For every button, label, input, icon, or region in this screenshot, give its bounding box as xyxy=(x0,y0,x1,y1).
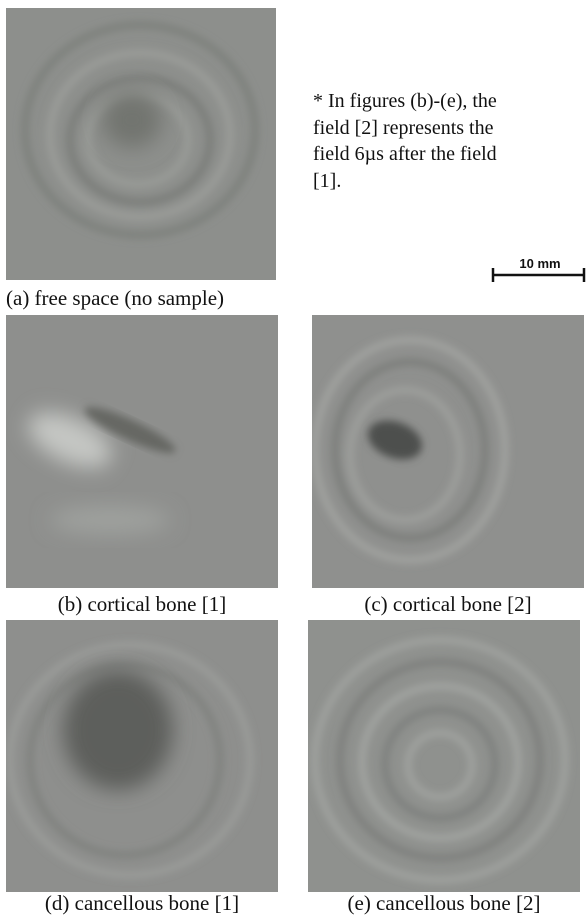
caption: (a) free space (no sample) xyxy=(6,286,224,310)
image-b xyxy=(6,315,278,588)
note-line: [1]. xyxy=(313,170,341,192)
image-c xyxy=(312,315,584,588)
scale-bar xyxy=(491,268,586,282)
image-e xyxy=(308,620,580,892)
scale-bar-label: 10 mm xyxy=(519,256,560,271)
image-a xyxy=(6,8,276,280)
note-line: field 6µs after the field xyxy=(313,143,497,165)
note-line: * In figures (b)-(e), the xyxy=(313,90,497,112)
caption: (b) cortical bone [1] xyxy=(58,592,227,616)
caption: (d) cancellous bone [1] xyxy=(45,891,239,915)
note-line: field [2] represents the xyxy=(313,117,494,139)
caption: (e) cancellous bone [2] xyxy=(348,891,541,915)
image-d xyxy=(6,620,278,892)
caption: (c) cortical bone [2] xyxy=(364,592,531,616)
